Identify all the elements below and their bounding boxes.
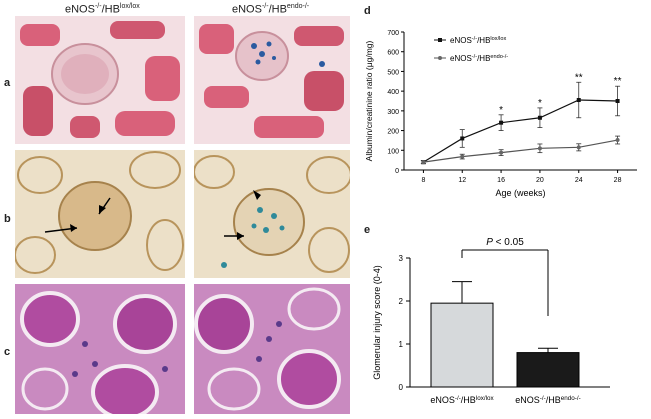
y-tick-label: 400: [387, 89, 399, 96]
line-chart-d: 0 100 200 300 400 500 600 700 8 12 16 20 24 28 Age (we…: [364, 30, 637, 198]
legend-label-0-part: -/-: [472, 36, 477, 42]
significance-label: P < 0.05: [486, 237, 524, 248]
column-title-prefix-sup: -/-: [261, 3, 269, 10]
series-line-1: [423, 139, 618, 163]
data-point-circle: [460, 154, 465, 159]
legend-label-1-part: endo-/-: [490, 54, 508, 60]
micrograph-b-endo: [194, 150, 350, 278]
panel-label-e: e: [364, 224, 371, 236]
x-tick-label: 16: [497, 177, 505, 184]
legend-label-1-part: /HB: [477, 54, 490, 63]
panel-label-d: d: [364, 5, 371, 17]
data-point-circle: [537, 146, 542, 151]
significance-mark: *: [538, 98, 542, 109]
legend-marker-square: [438, 38, 442, 42]
legend-label-1-part: -/-: [472, 54, 477, 60]
x-tick-label: 12: [458, 177, 466, 184]
micrograph-c-endo-image: [194, 287, 341, 411]
significance-mark: **: [575, 72, 583, 83]
x-tick-label: 8: [421, 177, 425, 184]
y-tick-label: 0: [395, 168, 399, 175]
bar-1: [516, 352, 580, 388]
y-tick-label: 300: [387, 109, 399, 116]
micrograph-c-lox: [15, 284, 185, 414]
legend-label-0-part: lox/lox: [490, 36, 506, 42]
column-title-prefix: eNOS: [65, 3, 95, 16]
micrograph-a-lox: [15, 16, 185, 144]
data-point-square: [576, 98, 581, 103]
y-axis-label: Glomerular injury score (0-4): [372, 265, 382, 380]
column-title-mid-sup: endo-/-: [286, 3, 310, 10]
legend-label-0-part: /HB: [477, 36, 490, 45]
data-point-square: [615, 99, 620, 103]
category-label-0: eNOS-/-/HBlox/lox: [430, 395, 494, 406]
micrograph-b-lox-image: [15, 151, 184, 274]
category-label-1-part: endo-/-: [561, 395, 581, 402]
series-line-0: [423, 99, 618, 163]
y-tick-label: 1: [399, 340, 404, 349]
significance-label-part: < 0.05: [493, 237, 524, 248]
column-title-prefix-sup: -/-: [94, 3, 102, 10]
legend-label-0: eNOS-/-/HBlox/lox: [450, 36, 506, 45]
legend-label-1: eNOS-/-/HBendo-/-: [450, 54, 508, 63]
y-tick-label: 600: [387, 50, 399, 57]
data-point-circle: [499, 150, 504, 155]
micrograph-a-lox-image: [20, 21, 180, 138]
column-title-lox: eNOS-/-/HBlox/lox: [65, 3, 140, 16]
y-tick-label: 0: [399, 383, 404, 392]
significance-label-part: P: [486, 237, 493, 248]
micrograph-a-endo-image: [199, 24, 344, 138]
category-label-0-part: -/-: [455, 395, 461, 402]
row-label-b: b: [4, 213, 11, 225]
data-point-square: [499, 120, 504, 125]
category-label-0-part: /HB: [461, 395, 476, 405]
column-title-endo: eNOS-/-/HBendo-/-: [232, 3, 309, 16]
significance-mark: *: [499, 105, 503, 116]
category-label-0-part: eNOS: [430, 395, 455, 405]
y-tick-label: 200: [387, 129, 399, 136]
legend-label-1-part: eNOS: [450, 54, 472, 63]
data-point-square: [537, 115, 542, 120]
column-title-mid: /HB: [268, 3, 287, 16]
significance-mark: **: [614, 76, 622, 87]
y-tick-label: 500: [387, 69, 399, 76]
y-tick-label: 100: [387, 148, 399, 155]
x-tick-label: 20: [536, 177, 544, 184]
y-tick-label: 700: [387, 30, 399, 37]
micrograph-b-endo-image: [194, 155, 350, 273]
y-tick-label: 2: [399, 297, 404, 306]
x-tick-label: 24: [575, 177, 583, 184]
data-point-square: [460, 136, 465, 141]
micrograph-c-endo: [194, 284, 350, 414]
legend-marker-circle: [438, 56, 442, 60]
category-label-1-part: -/-: [540, 395, 546, 402]
column-title-mid-sup: lox/lox: [119, 3, 140, 10]
data-point-circle: [421, 160, 426, 165]
row-label-c: c: [4, 346, 11, 358]
data-point-circle: [576, 145, 581, 150]
y-tick-label: 3: [399, 254, 404, 263]
column-title-mid: /HB: [101, 3, 120, 16]
legend-label-0-part: eNOS: [450, 36, 472, 45]
category-label-0-part: lox/lox: [476, 395, 495, 402]
category-label-1-part: eNOS: [515, 395, 540, 405]
micrograph-b-lox: [15, 150, 185, 278]
category-label-1: eNOS-/-/HBendo-/-: [515, 395, 580, 406]
column-title-prefix: eNOS: [232, 3, 262, 16]
x-axis-label: Age (weeks): [495, 188, 545, 198]
data-point-circle: [615, 138, 620, 143]
bar-0: [430, 302, 494, 388]
category-label-1-part: /HB: [546, 395, 561, 405]
micrograph-a-endo: [194, 16, 350, 144]
y-axis-label: Albumin/creatinine ratio (μg/mg): [364, 41, 374, 162]
row-label-a: a: [4, 77, 11, 89]
micrograph-c-lox-image: [20, 291, 177, 414]
x-tick-label: 28: [614, 177, 622, 184]
